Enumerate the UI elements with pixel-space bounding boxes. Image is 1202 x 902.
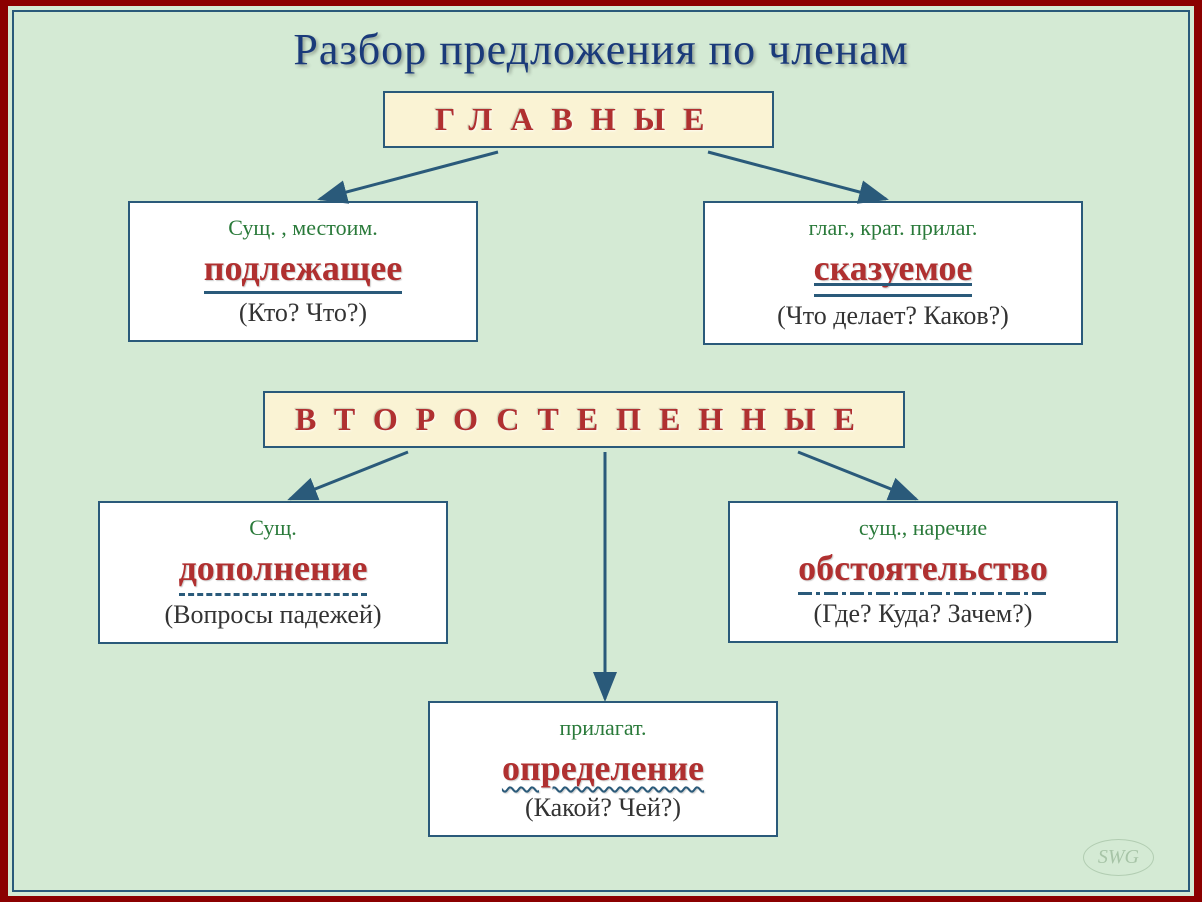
pos-label: глаг., крат. прилаг.: [723, 215, 1063, 241]
watermark: SWG: [1083, 839, 1154, 876]
questions: (Где? Куда? Зачем?): [748, 599, 1098, 629]
pos-label: прилагат.: [448, 715, 758, 741]
section-header-secondary: ВТОРОСТЕПЕННЫЕ: [263, 391, 905, 448]
questions: (Что делает? Каков?): [723, 301, 1063, 331]
questions: (Какой? Чей?): [448, 793, 758, 823]
member-box-predicate: глаг., крат. прилаг. сказуемое (Что дела…: [703, 201, 1083, 345]
member-box-object: Сущ. дополнение (Вопросы падежей): [98, 501, 448, 644]
pos-label: Сущ.: [118, 515, 428, 541]
member-name-predicate: сказуемое: [814, 247, 973, 297]
section-header-main: ГЛАВНЫЕ: [383, 91, 774, 148]
member-box-attribute: прилагат. определение (Какой? Чей?): [428, 701, 778, 837]
member-box-circumstance: сущ., наречие обстоятельство (Где? Куда?…: [728, 501, 1118, 643]
member-name-object: дополнение: [179, 547, 368, 596]
member-name-subject: подлежащее: [204, 247, 403, 294]
member-name-circumstance: обстоятельство: [798, 547, 1048, 595]
questions: (Вопросы падежей): [118, 600, 428, 630]
member-name-attribute: определение: [502, 747, 704, 789]
diagram-title: Разбор предложения по членам: [8, 24, 1194, 75]
pos-label: сущ., наречие: [748, 515, 1098, 541]
pos-label: Сущ. , местоим.: [148, 215, 458, 241]
questions: (Кто? Что?): [148, 298, 458, 328]
member-box-subject: Сущ. , местоим. подлежащее (Кто? Что?): [128, 201, 478, 342]
